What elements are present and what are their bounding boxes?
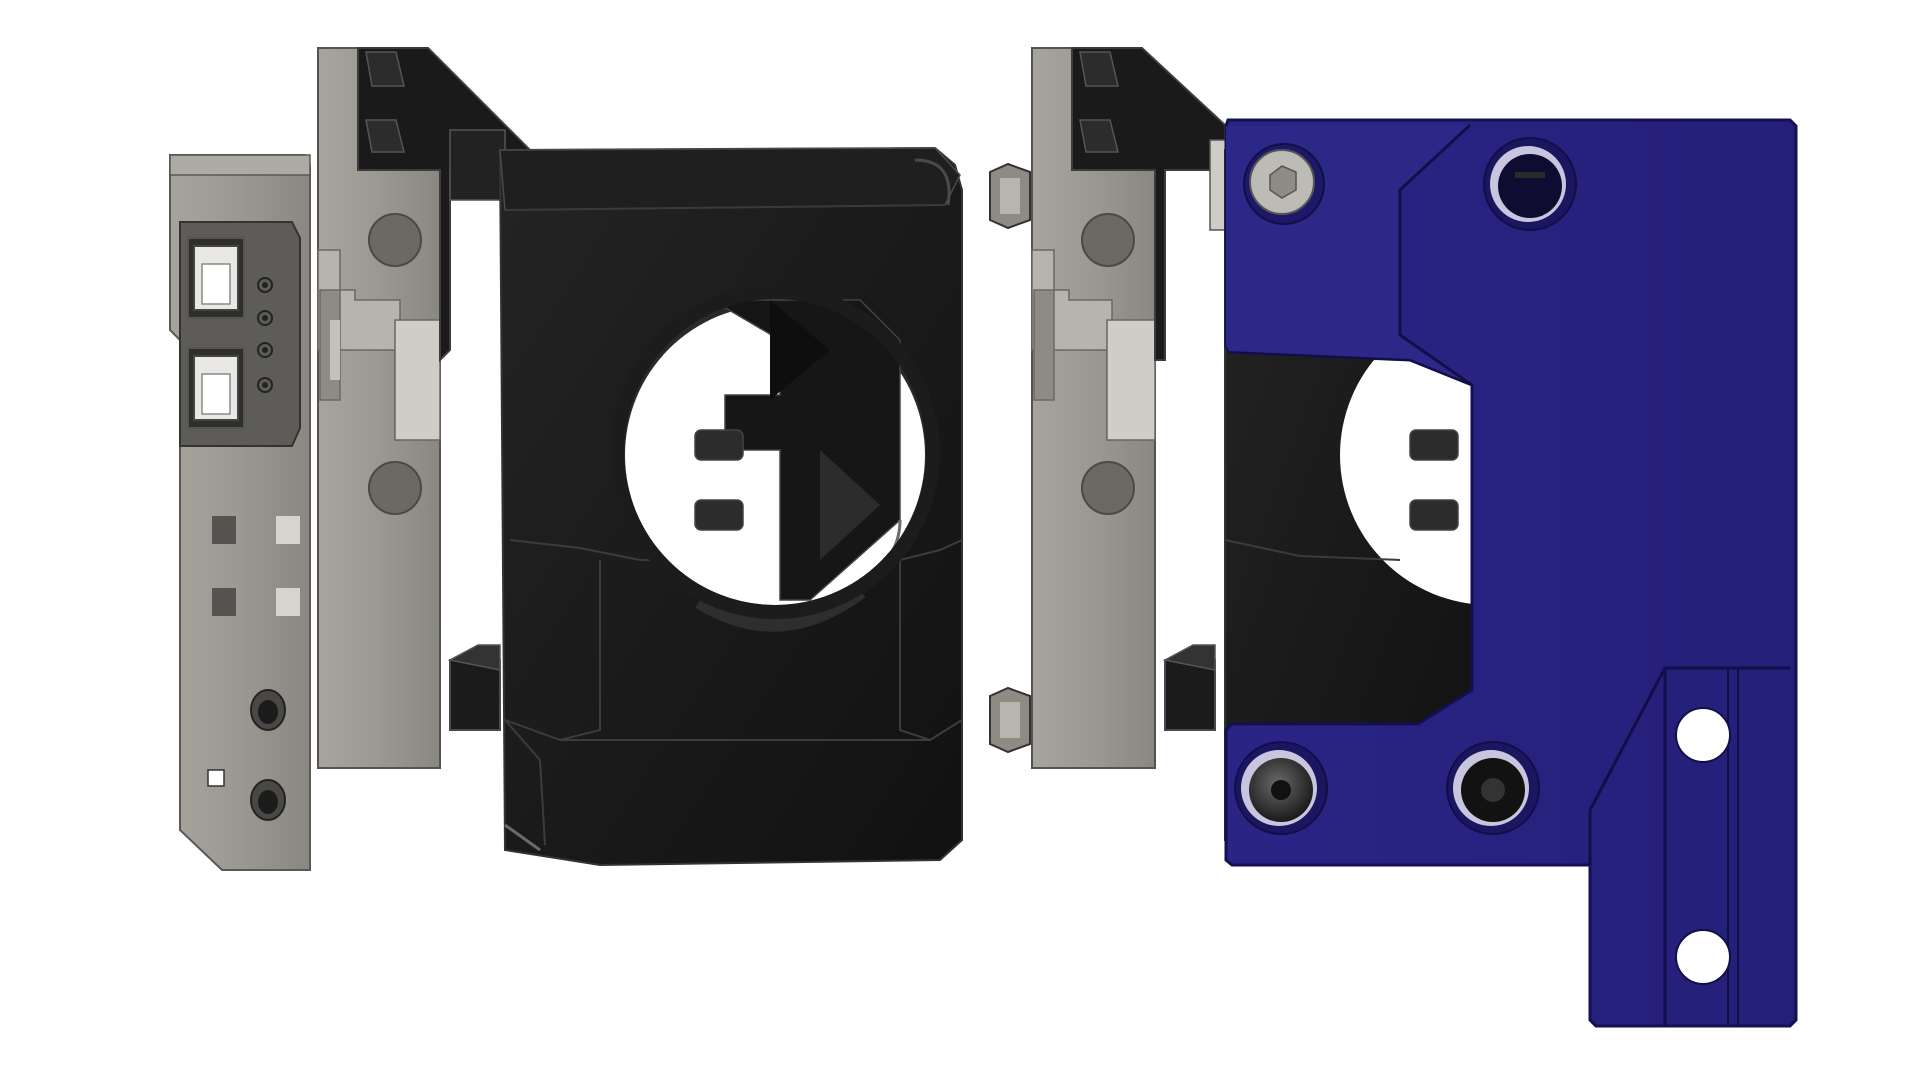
left-assembly bbox=[169, 47, 963, 871]
socket-screw-bottom-left bbox=[1234, 741, 1328, 835]
hex-nut-top bbox=[989, 162, 1031, 230]
pcb-bracket bbox=[169, 154, 311, 871]
blue-mount-plate bbox=[1224, 118, 1798, 1028]
socket-screw-top-left bbox=[1243, 143, 1325, 225]
hex-nut-bottom bbox=[989, 686, 1031, 754]
aluminum-carriage-right bbox=[1031, 47, 1156, 769]
right-assembly bbox=[989, 47, 1798, 1028]
counterbore-top-right bbox=[1483, 137, 1577, 231]
black-fan-duct bbox=[357, 47, 963, 867]
socket-screw-bottom-right bbox=[1446, 741, 1540, 835]
usb-connector-block bbox=[179, 221, 301, 447]
